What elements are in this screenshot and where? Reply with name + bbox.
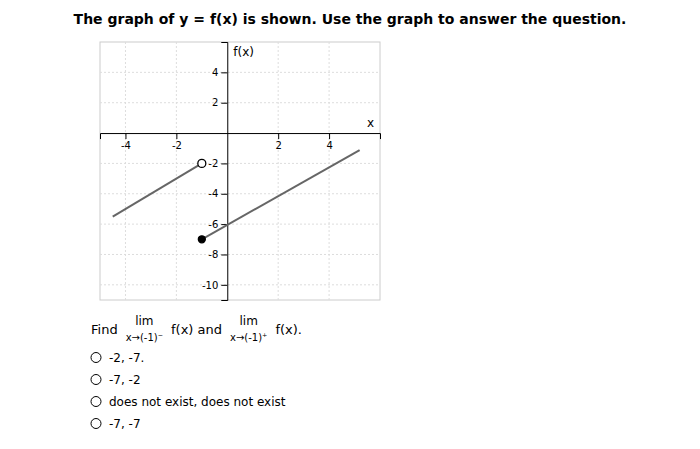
option-text: -2, -7. bbox=[109, 351, 144, 365]
option-radio bbox=[91, 353, 101, 363]
grid bbox=[100, 42, 380, 300]
y-tick-label: -6 bbox=[208, 219, 218, 230]
x-tick-label: 4 bbox=[326, 140, 332, 151]
y-tick-label: 2 bbox=[212, 97, 218, 108]
y-tick-mark bbox=[221, 72, 227, 73]
y-tick-label: 4 bbox=[212, 67, 218, 78]
option-text: -7, -7 bbox=[109, 417, 141, 431]
grid-line-x bbox=[329, 42, 330, 300]
x-tick-label: -4 bbox=[121, 140, 131, 151]
y-tick-label: -8 bbox=[208, 249, 218, 260]
filled-point bbox=[198, 236, 205, 243]
x-axis-label: x bbox=[367, 116, 374, 130]
limit-subscript: x→(-1)⁻ bbox=[126, 332, 163, 343]
limit-word: lim bbox=[240, 314, 258, 328]
x-tick: -2 bbox=[172, 133, 182, 151]
question-text: Find bbox=[91, 322, 118, 337]
y-tick-mark bbox=[221, 254, 227, 255]
marks bbox=[113, 150, 360, 243]
grid-line-x bbox=[176, 42, 177, 300]
question-text: f(x) and bbox=[171, 322, 222, 337]
x-tick-mark bbox=[329, 133, 330, 139]
line bbox=[202, 150, 360, 239]
question: Find lim x→(-1)⁻ f(x) and lim x→(-1)⁺ f(x). bbox=[91, 314, 302, 343]
x-tick-label: -2 bbox=[172, 140, 182, 151]
y-axis-line bbox=[221, 43, 228, 301]
grid-line-y bbox=[100, 102, 380, 103]
x-tick-label: 2 bbox=[275, 140, 281, 151]
y-tick: -2 bbox=[208, 158, 227, 169]
plot-frame bbox=[100, 42, 380, 300]
open-point bbox=[198, 159, 206, 167]
grid-line-y bbox=[100, 224, 380, 225]
y-tick-label: -10 bbox=[202, 280, 218, 291]
x-axis-line bbox=[101, 134, 381, 140]
title: The graph of y = f(x) is shown. Use the … bbox=[74, 11, 627, 27]
y-axis: -10 -8 -6 -4 -2 2 4 bbox=[202, 43, 228, 301]
question-text: f(x). bbox=[275, 322, 302, 337]
x-tick: -4 bbox=[121, 133, 131, 151]
option-text: does not exist, does not exist bbox=[109, 395, 286, 409]
grid-line-y bbox=[100, 254, 380, 255]
chart: The graph of y = f(x) is shown. Use the … bbox=[0, 0, 700, 449]
limit-word: lim bbox=[135, 314, 153, 328]
y-tick: -8 bbox=[208, 249, 227, 260]
x-tick-mark bbox=[125, 133, 126, 139]
grid-line-y bbox=[100, 193, 380, 194]
grid-line-x bbox=[125, 42, 126, 300]
y-tick-mark bbox=[221, 194, 227, 195]
y-tick: 2 bbox=[212, 97, 227, 108]
options: -2, -7. -7, -2 does not exist, does not ex… bbox=[91, 351, 286, 431]
y-tick: -6 bbox=[208, 219, 227, 230]
y-tick: 4 bbox=[212, 67, 227, 78]
grid-line-y bbox=[100, 72, 380, 73]
grid-line-y bbox=[100, 284, 380, 285]
y-tick-mark bbox=[221, 163, 227, 164]
x-axis: -4 -2 2 4 bbox=[101, 133, 381, 151]
y-tick-mark bbox=[221, 103, 227, 104]
x-tick-mark bbox=[278, 133, 279, 139]
option-text: -7, -2 bbox=[109, 373, 141, 387]
option-radio bbox=[91, 419, 101, 429]
limit-subscript: x→(-1)⁺ bbox=[230, 332, 267, 343]
y-axis-label: f(x) bbox=[233, 45, 254, 59]
line bbox=[113, 163, 202, 216]
y-tick: -10 bbox=[202, 280, 227, 291]
option-radio bbox=[91, 375, 101, 385]
grid-line-x bbox=[278, 42, 279, 300]
y-tick-mark bbox=[221, 285, 227, 286]
x-tick: 2 bbox=[275, 133, 281, 151]
y-tick: -4 bbox=[208, 188, 227, 199]
x-tick-mark bbox=[176, 133, 177, 139]
y-tick-label: -2 bbox=[208, 158, 218, 169]
x-tick: 4 bbox=[326, 133, 332, 151]
option-radio bbox=[91, 397, 101, 407]
y-tick-label: -4 bbox=[208, 188, 218, 199]
